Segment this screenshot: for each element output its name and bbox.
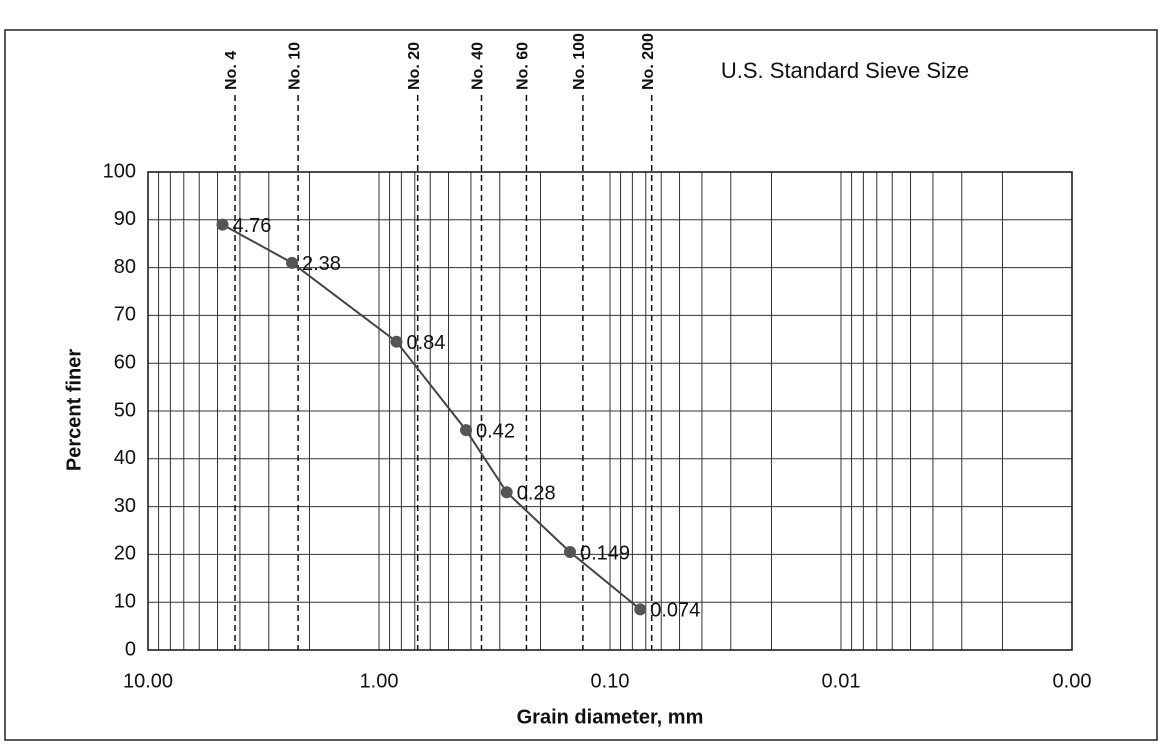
x-tick-label: 0.10	[591, 670, 630, 692]
x-axis-label: Grain diameter, mm	[517, 706, 704, 728]
data-label: 0.074	[650, 600, 700, 622]
sieve-label: No. 200	[640, 33, 657, 90]
sieve-label: No. 20	[406, 42, 423, 90]
chart-frame	[4, 29, 1158, 741]
y-tick-label: 0	[125, 638, 136, 660]
sieve-label: No. 100	[571, 33, 588, 90]
data-point	[286, 256, 299, 269]
sieve-label: No. 10	[286, 42, 303, 90]
data-label: 0.42	[476, 420, 515, 442]
data-line	[221, 223, 641, 611]
y-tick-label: 30	[114, 495, 136, 517]
data-point	[216, 218, 229, 231]
data-point	[500, 486, 513, 499]
y-tick-label: 90	[114, 208, 136, 230]
chart-title: U.S. Standard Sieve Size	[721, 58, 969, 83]
y-tick-label: 60	[114, 351, 136, 373]
x-tick-label: 0.01	[822, 670, 861, 692]
data-label: 0.149	[580, 542, 630, 564]
x-tick-label: 1.00	[360, 670, 399, 692]
data-point	[390, 335, 403, 348]
x-tick-label: 10.00	[123, 670, 173, 692]
data-point	[563, 546, 576, 559]
plot-frame	[147, 171, 1073, 651]
data-point	[634, 603, 647, 616]
data-label: 0.84	[406, 332, 445, 354]
sieve-label: No. 60	[515, 42, 532, 90]
y-tick-label: 100	[103, 160, 136, 182]
y-axis-label: Percent finer	[63, 349, 85, 471]
y-tick-label: 40	[114, 447, 136, 469]
y-tick-label: 70	[114, 304, 136, 326]
data-label: 2.38	[302, 253, 341, 275]
y-tick-label: 10	[114, 590, 136, 612]
x-tick-label: 0.00	[1053, 670, 1092, 692]
y-tick-label: 50	[114, 399, 136, 421]
sieve-label: No. 40	[470, 42, 487, 90]
y-tick-label: 20	[114, 543, 136, 565]
y-tick-label: 80	[114, 256, 136, 278]
data-label: 0.28	[517, 483, 556, 505]
sieve-label: No. 4	[223, 51, 240, 90]
data-label: 4.76	[232, 215, 271, 237]
data-point	[460, 424, 473, 437]
